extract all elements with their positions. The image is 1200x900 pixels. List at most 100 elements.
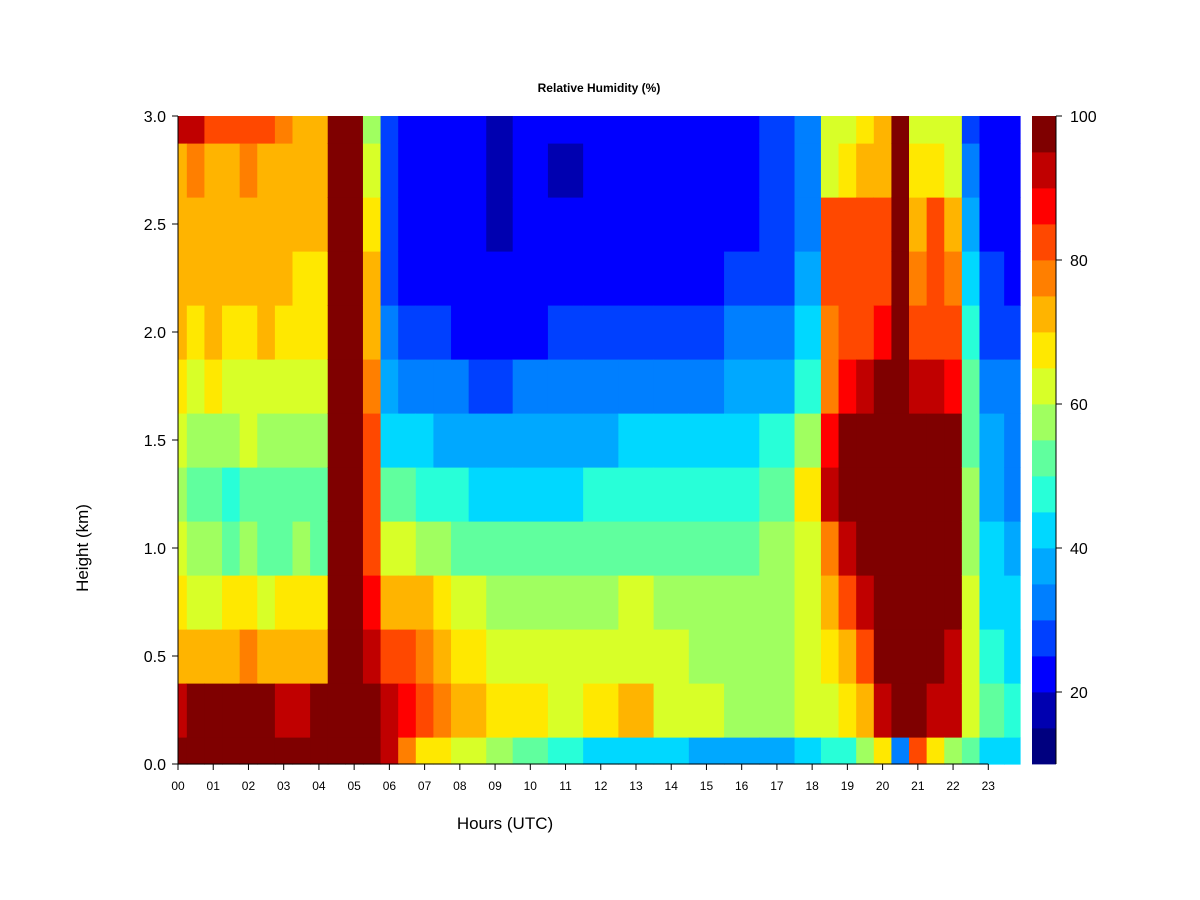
heatmap-cell xyxy=(415,467,435,522)
heatmap-cell xyxy=(433,629,452,684)
heatmap-cell xyxy=(451,143,470,198)
heatmap-cell xyxy=(856,197,875,252)
x-tick-label: 13 xyxy=(629,779,643,793)
heatmap-cell xyxy=(759,251,796,306)
heatmap-cell xyxy=(310,305,329,360)
heatmap-cell xyxy=(486,413,514,468)
heatmap-cell xyxy=(583,467,619,522)
heatmap-cell xyxy=(292,521,311,576)
heatmap-cell xyxy=(186,197,206,252)
heatmap-cell xyxy=(583,575,619,630)
heatmap-cell xyxy=(891,413,910,468)
heatmap-cell xyxy=(618,521,655,576)
heatmap-cell xyxy=(362,305,382,360)
y-tick-label: 2.0 xyxy=(144,325,166,342)
heatmap-cell xyxy=(178,467,188,522)
heatmap-cell xyxy=(362,359,382,414)
heatmap-cell xyxy=(186,305,206,360)
x-tick-label: 14 xyxy=(665,779,679,793)
heatmap-cell xyxy=(178,737,188,765)
x-tick-label: 15 xyxy=(700,779,714,793)
heatmap-cell xyxy=(257,413,276,468)
heatmap-cell xyxy=(838,575,857,630)
heatmap-cell xyxy=(794,251,822,306)
heatmap-cell xyxy=(204,116,223,144)
heatmap-cell xyxy=(433,359,452,414)
heatmap-cell xyxy=(653,197,690,252)
heatmap-cell xyxy=(653,359,690,414)
heatmap-cell xyxy=(759,359,796,414)
heatmap-cell xyxy=(820,521,840,576)
heatmap-cell xyxy=(653,575,690,630)
heatmap-cell xyxy=(327,629,346,684)
heatmap-cell xyxy=(178,116,188,144)
heatmap-cell xyxy=(380,467,399,522)
heatmap-cell xyxy=(310,359,329,414)
heatmap-cell xyxy=(310,143,329,198)
heatmap-cell xyxy=(961,116,981,144)
colorbar-swatch xyxy=(1032,296,1056,333)
heatmap-cell xyxy=(547,197,584,252)
heatmap-cell xyxy=(944,683,963,738)
heatmap-cell xyxy=(979,305,1005,360)
heatmap-cell xyxy=(856,629,875,684)
heatmap-cell xyxy=(856,467,875,522)
heatmap-cell xyxy=(873,143,893,198)
heatmap-cell xyxy=(380,251,399,306)
heatmap-cell xyxy=(838,116,857,144)
heatmap-cell xyxy=(961,575,981,630)
heatmap-cell xyxy=(909,737,928,765)
x-tick-label: 12 xyxy=(594,779,608,793)
colorbar-swatch xyxy=(1032,728,1056,765)
heatmap-cell xyxy=(204,467,223,522)
heatmap-cell xyxy=(274,116,294,144)
heatmap-cell xyxy=(257,467,276,522)
heatmap-cell xyxy=(653,737,690,765)
heatmap-cell xyxy=(398,413,417,468)
heatmap-cell xyxy=(486,143,514,198)
heatmap-cell xyxy=(204,413,223,468)
heatmap-cell xyxy=(327,116,346,144)
heatmap-cell xyxy=(239,197,258,252)
heatmap-cell xyxy=(310,251,329,306)
heatmap-cell xyxy=(873,629,893,684)
heatmap-cell xyxy=(486,197,514,252)
heatmap-cell xyxy=(688,521,725,576)
heatmap-cell xyxy=(486,467,514,522)
heatmap-cell xyxy=(204,629,223,684)
heatmap-cell xyxy=(274,413,294,468)
heatmap-cell xyxy=(820,305,840,360)
heatmap-cell xyxy=(618,629,655,684)
heatmap-cell xyxy=(838,305,857,360)
heatmap-cell xyxy=(653,467,690,522)
heatmap-cell xyxy=(362,143,382,198)
heatmap-cell xyxy=(292,116,311,144)
heatmap-cell xyxy=(433,575,452,630)
heatmap-cell xyxy=(398,251,417,306)
heatmap-cell xyxy=(926,143,945,198)
heatmap-cell xyxy=(204,143,223,198)
heatmap-cell xyxy=(486,251,514,306)
heatmap-cell xyxy=(979,197,1005,252)
heatmap-cell xyxy=(618,575,655,630)
heatmap-cell xyxy=(794,467,822,522)
heatmap-cell xyxy=(547,737,584,765)
heatmap-cell xyxy=(891,143,910,198)
heatmap-cell xyxy=(961,737,981,765)
heatmap-cell xyxy=(186,683,206,738)
heatmap-cell xyxy=(486,629,514,684)
heatmap-cell xyxy=(1004,413,1021,468)
heatmap-cell xyxy=(222,629,241,684)
heatmap-cell xyxy=(451,467,470,522)
heatmap-cell xyxy=(222,251,241,306)
heatmap-cell xyxy=(468,467,487,522)
heatmap-cell xyxy=(327,251,346,306)
heatmap-cell xyxy=(856,413,875,468)
heatmap-cell xyxy=(512,251,549,306)
x-tick-label: 16 xyxy=(735,779,749,793)
heatmap-cell xyxy=(222,467,241,522)
heatmap-cell xyxy=(415,413,435,468)
heatmap-cell xyxy=(222,116,241,144)
heatmap-cell xyxy=(512,143,549,198)
heatmap-cell xyxy=(398,197,417,252)
